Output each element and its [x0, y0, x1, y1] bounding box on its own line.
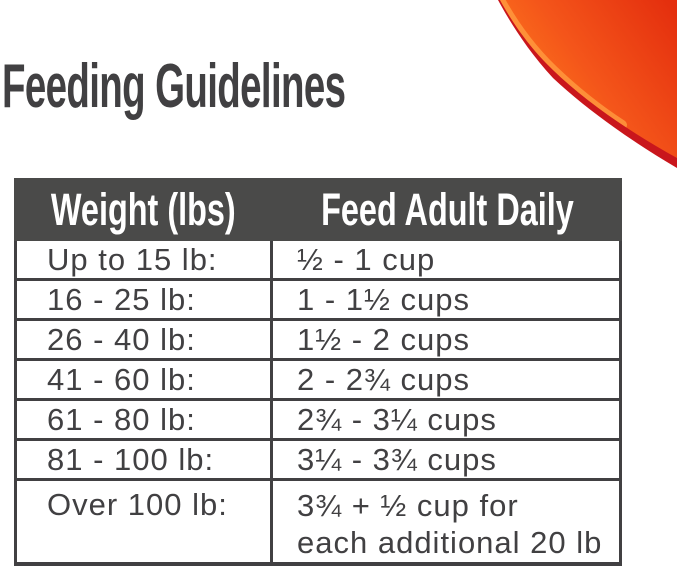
feeding-table-header: Weight (lbs) Feed Adult Daily	[14, 178, 622, 241]
amount-cell: 2¾ - 3¼ cups	[297, 402, 497, 437]
column-header-feed: Feed Adult Daily	[273, 178, 622, 241]
weight-cell: 41 - 60 lb:	[17, 361, 273, 398]
amount-cell: 1½ - 2 cups	[297, 322, 470, 357]
swoosh-body	[500, 0, 677, 158]
amount-cell: ½ - 1 cup	[297, 242, 436, 277]
column-header-weight: Weight (lbs)	[14, 178, 273, 241]
corner-swoosh-icon	[498, 0, 677, 168]
weight-cell: 26 - 40 lb:	[17, 321, 273, 358]
amount-cell: 3¾ + ½ cup for each additional 20 lb	[297, 488, 603, 560]
column-header-weight-label: Weight (lbs)	[51, 183, 236, 235]
amount-cell: 1 - 1½ cups	[297, 282, 470, 317]
feeding-table-body: Up to 15 lb: ½ - 1 cup 16 - 25 lb: 1 - 1…	[14, 241, 622, 566]
table-row: 26 - 40 lb: 1½ - 2 cups	[17, 321, 619, 361]
weight-cell: 61 - 80 lb:	[17, 401, 273, 438]
table-row: 61 - 80 lb: 2¾ - 3¼ cups	[17, 401, 619, 441]
weight-cell: 81 - 100 lb:	[17, 441, 273, 478]
table-row: 16 - 25 lb: 1 - 1½ cups	[17, 281, 619, 321]
weight-cell: 16 - 25 lb:	[17, 281, 273, 318]
column-header-feed-label: Feed Adult Daily	[321, 183, 574, 235]
amount-cell: 2 - 2¾ cups	[297, 362, 470, 397]
amount-cell: 3¼ - 3¾ cups	[297, 442, 497, 477]
table-row: Up to 15 lb: ½ - 1 cup	[17, 241, 619, 281]
table-row: 41 - 60 lb: 2 - 2¾ cups	[17, 361, 619, 401]
page-title: Feeding Guidelines	[2, 52, 346, 121]
weight-cell: Up to 15 lb:	[17, 241, 273, 278]
table-row: Over 100 lb: 3¾ + ½ cup for each additio…	[17, 481, 619, 562]
table-row: 81 - 100 lb: 3¼ - 3¾ cups	[17, 441, 619, 481]
weight-cell: Over 100 lb:	[17, 481, 273, 562]
feeding-table: Weight (lbs) Feed Adult Daily Up to 15 l…	[14, 178, 622, 566]
